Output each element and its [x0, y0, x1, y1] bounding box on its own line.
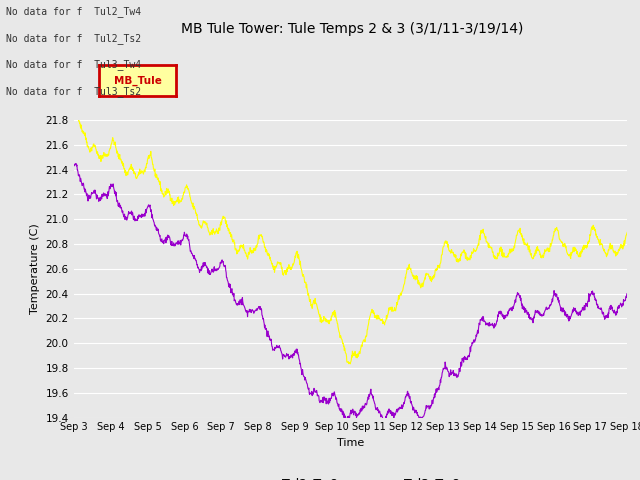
Y-axis label: Temperature (C): Temperature (C) — [30, 223, 40, 314]
Text: No data for f  Tul2_Tw4: No data for f Tul2_Tw4 — [6, 6, 141, 17]
Text: MB_Tule: MB_Tule — [114, 75, 161, 85]
Text: No data for f  Tul3_Ts2: No data for f Tul3_Ts2 — [6, 85, 141, 96]
Text: No data for f  Tul2_Ts2: No data for f Tul2_Ts2 — [6, 33, 141, 44]
X-axis label: Time: Time — [337, 438, 364, 448]
Text: No data for f  Tul3_Tw4: No data for f Tul3_Tw4 — [6, 59, 141, 70]
Legend: Tul2_Ts-8, Tul3_Ts-8: Tul2_Ts-8, Tul3_Ts-8 — [236, 472, 465, 480]
Text: MB Tule Tower: Tule Temps 2 & 3 (3/1/11-3/19/14): MB Tule Tower: Tule Temps 2 & 3 (3/1/11-… — [181, 22, 523, 36]
